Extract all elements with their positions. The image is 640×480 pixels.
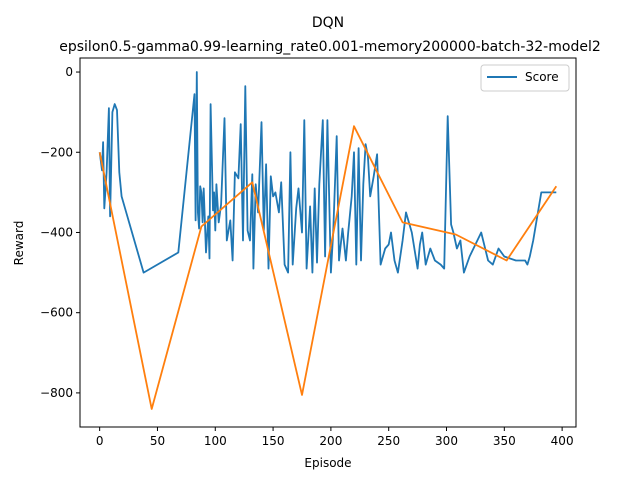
y-tick-label: −200: [40, 145, 73, 159]
x-tick-label: 100: [204, 434, 227, 448]
x-tick-label: 250: [377, 434, 400, 448]
series-line: [98, 125, 558, 410]
series-line: [98, 71, 557, 274]
x-tick-label: 350: [493, 434, 516, 448]
x-tick-label: 150: [262, 434, 285, 448]
series-unnamed-1: [98, 125, 558, 410]
x-tick-label: 50: [150, 434, 165, 448]
x-axis: 0 50 100 150 200 250 300 350 400: [96, 427, 574, 448]
x-tick-label: 0: [96, 434, 104, 448]
legend: Score: [480, 64, 570, 92]
chart-title: DQN: [312, 15, 344, 31]
y-axis-label: Reward: [12, 221, 26, 266]
y-axis: 0 −200 −400 −600 −800: [40, 65, 80, 400]
y-tick-label: −600: [40, 306, 73, 320]
y-tick-label: −400: [40, 225, 73, 239]
x-tick-label: 400: [551, 434, 574, 448]
chart-subtitle: epsilon0.5-gamma0.99-learning_rate0.001-…: [59, 39, 601, 55]
plot-area-frame: [79, 57, 577, 428]
x-tick-label: 200: [319, 434, 342, 448]
x-tick-label: 300: [435, 434, 458, 448]
y-tick-label: −800: [40, 386, 73, 400]
x-axis-label: Episode: [304, 456, 351, 470]
legend-score-label: Score: [525, 70, 559, 84]
y-tick-label: 0: [65, 65, 73, 79]
series-group: [98, 71, 558, 410]
legend-box: [480, 64, 570, 92]
